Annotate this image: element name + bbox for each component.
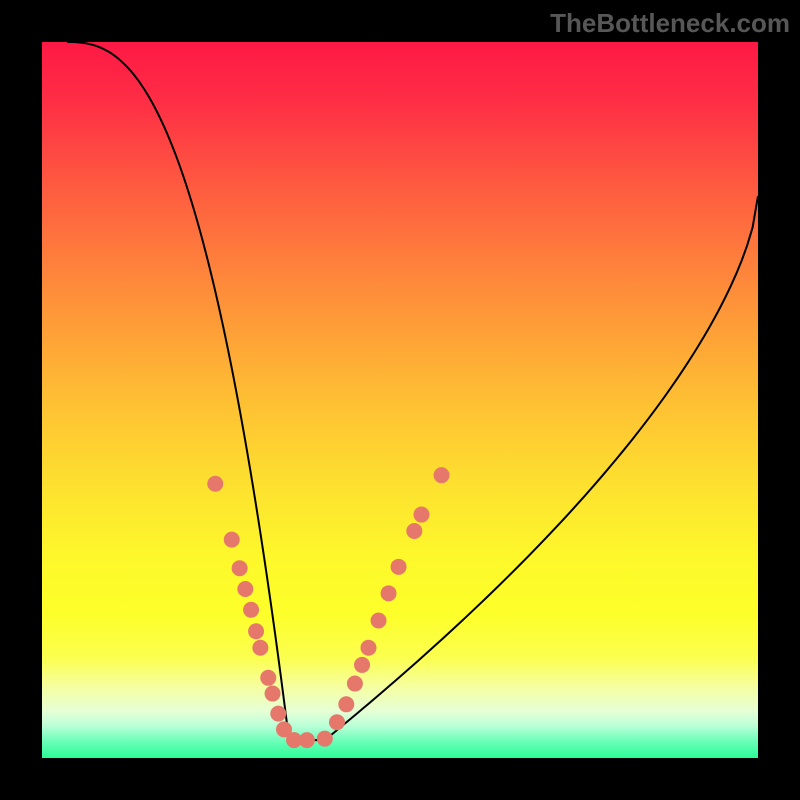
- marker-dot: [260, 670, 276, 686]
- marker-dot: [207, 476, 223, 492]
- marker-dot: [243, 602, 259, 618]
- watermark-text: TheBottleneck.com: [550, 8, 790, 39]
- curve-markers: [207, 467, 449, 748]
- marker-dot: [413, 507, 429, 523]
- curve-right: [325, 196, 758, 740]
- marker-dot: [371, 613, 387, 629]
- marker-dot: [232, 560, 248, 576]
- marker-dot: [338, 696, 354, 712]
- chart-overlay: [0, 0, 800, 800]
- marker-dot: [391, 559, 407, 575]
- marker-dot: [252, 640, 268, 656]
- marker-dot: [406, 523, 422, 539]
- marker-dot: [224, 532, 240, 548]
- marker-dot: [270, 706, 286, 722]
- marker-dot: [329, 714, 345, 730]
- chart-root: TheBottleneck.com: [0, 0, 800, 800]
- marker-dot: [361, 640, 377, 656]
- marker-dot: [434, 467, 450, 483]
- marker-dot: [248, 623, 264, 639]
- marker-dot: [381, 585, 397, 601]
- marker-dot: [265, 686, 281, 702]
- marker-dot: [354, 657, 370, 673]
- marker-dot: [317, 731, 333, 747]
- marker-dot: [299, 732, 315, 748]
- marker-dot: [237, 581, 253, 597]
- marker-dot: [347, 676, 363, 692]
